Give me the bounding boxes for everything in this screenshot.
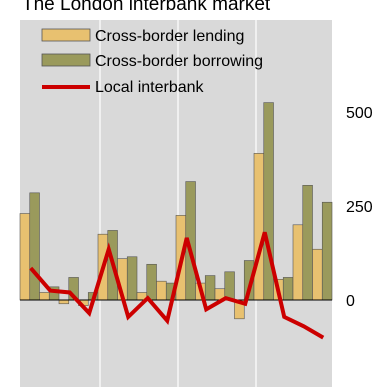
bar-borrowing-13: [282, 277, 294, 301]
bar-borrowing-15: [321, 201, 333, 301]
bar-lending-0: [19, 213, 31, 301]
bar-lending-15: [312, 248, 323, 301]
y-tick-label-2: 500: [346, 105, 373, 122]
legend-label-lending: Cross-border lending: [95, 28, 244, 45]
y-tick-label-0: 0: [346, 293, 355, 310]
plot-area: [20, 20, 332, 387]
legend-swatch-lending: [41, 28, 91, 42]
chart-title: The London interbank market: [22, 0, 271, 15]
bar-borrowing-5: [126, 256, 138, 301]
bar-borrowing-6: [146, 263, 157, 301]
bar-lending-14: [292, 224, 304, 301]
bar-lending-1: [39, 292, 50, 301]
local-interbank-series: [29, 231, 325, 340]
y-axis-ticks: 0 250 500: [346, 105, 373, 310]
bar-borrowing-0: [29, 192, 40, 301]
bar-lending-12: [253, 153, 265, 301]
legend-label-borrowing: Cross-border borrowing: [95, 53, 263, 70]
legend-label-local: Local interbank: [95, 79, 205, 96]
bar-lending-2: [58, 299, 70, 305]
bar-lending-7: [156, 280, 167, 301]
y-tick-label-1: 250: [346, 199, 373, 216]
legend-swatch-borrowing: [41, 53, 91, 67]
bar-borrowing-10: [224, 271, 235, 301]
legend: Cross-border lending Cross-border borrow…: [41, 28, 263, 96]
bar-borrowing-14: [302, 185, 313, 301]
line-local-interbank: [29, 231, 325, 340]
bar-borrowing-9: [204, 275, 216, 301]
